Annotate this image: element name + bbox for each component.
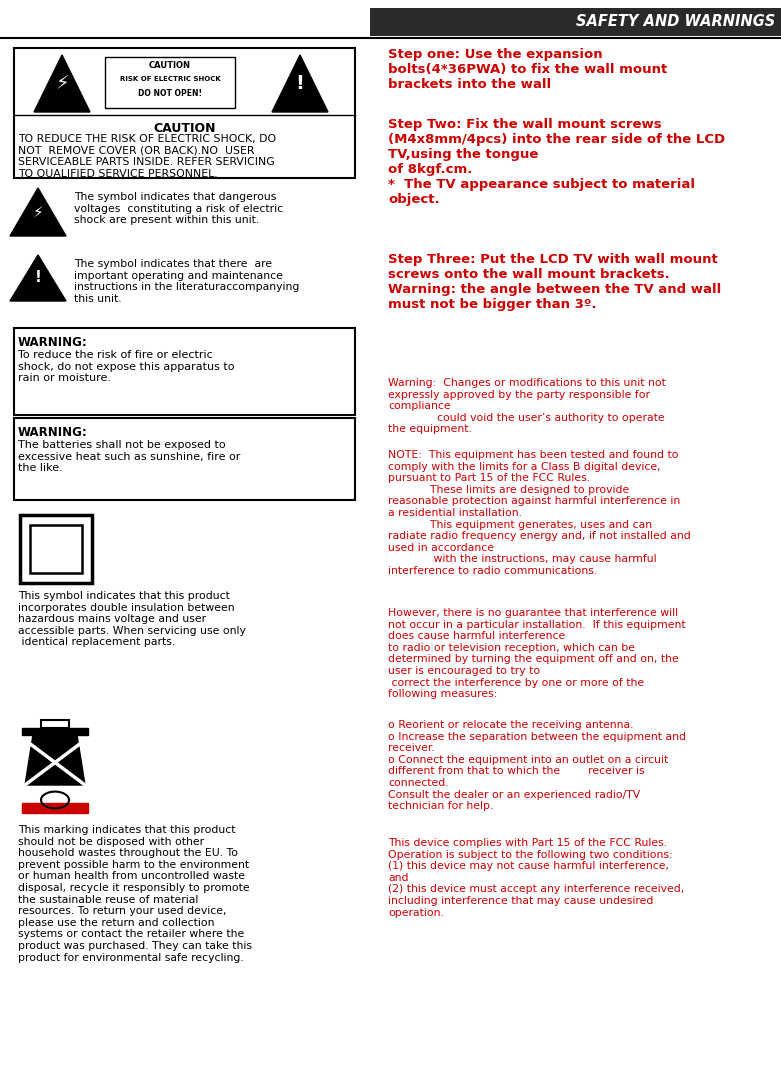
Polygon shape [272, 55, 328, 113]
Text: Warning:  Changes or modifications to this unit not
expressly approved by the pa: Warning: Changes or modifications to thi… [388, 378, 666, 434]
Text: WARNING:: WARNING: [18, 426, 87, 439]
Text: ⚡: ⚡ [33, 204, 44, 220]
Text: This marking indicates that this product
should not be disposed with other
house: This marking indicates that this product… [18, 824, 252, 963]
Bar [105, 57, 235, 108]
Polygon shape [10, 188, 66, 236]
Text: Step one: Use the expansion
bolts(4*36PWA) to fix the wall mount
brackets into t: Step one: Use the expansion bolts(4*36PW… [388, 48, 667, 91]
Polygon shape [10, 255, 66, 301]
Text: ⚡: ⚡ [55, 74, 69, 93]
Text: CAUTION: CAUTION [154, 122, 216, 135]
Bar [41, 720, 69, 728]
Text: DO NOT OPEN!: DO NOT OPEN! [138, 89, 202, 97]
Text: This device complies with Part 15 of the FCC Rules.
Operation is subject to the : This device complies with Part 15 of the… [388, 837, 684, 918]
Text: !: ! [295, 74, 305, 93]
Text: This symbol indicates that this product
incorporates double insulation between
h: This symbol indicates that this product … [18, 591, 246, 647]
Bar [30, 525, 82, 573]
Text: However, there is no guarantee that interference will
not occur in a particular : However, there is no guarantee that inte… [388, 608, 686, 699]
Text: CAUTION: CAUTION [149, 61, 191, 69]
Text: TO REDUCE THE RISK OF ELECTRIC SHOCK, DO
NOT  REMOVE COVER (OR BACK).NO  USER
SE: TO REDUCE THE RISK OF ELECTRIC SHOCK, DO… [18, 134, 276, 179]
Text: The symbol indicates that dangerous
voltages  constituting a risk of electric
sh: The symbol indicates that dangerous volt… [74, 192, 284, 225]
Text: NOTE:  This equipment has been tested and found to
comply with the limits for a : NOTE: This equipment has been tested and… [388, 450, 690, 576]
Bar [14, 48, 355, 179]
Bar [22, 803, 88, 813]
Text: Step Three: Put the LCD TV with wall mount
screws onto the wall mount brackets.
: Step Three: Put the LCD TV with wall mou… [388, 253, 721, 311]
Text: o Reorient or relocate the receiving antenna.
o Increase the separation between : o Reorient or relocate the receiving ant… [388, 720, 686, 812]
Text: The batteries shall not be exposed to
excessive heat such as sunshine, fire or
t: The batteries shall not be exposed to ex… [18, 440, 241, 473]
Bar [22, 728, 88, 735]
Text: WARNING:: WARNING: [18, 337, 87, 349]
Bar [14, 328, 355, 415]
Bar [20, 515, 92, 583]
Text: The symbol indicates that there  are
important operating and maintenance
instruc: The symbol indicates that there are impo… [74, 259, 299, 304]
Text: To reduce the risk of fire or electric
shock, do not expose this apparatus to
ra: To reduce the risk of fire or electric s… [18, 349, 234, 383]
Polygon shape [34, 55, 90, 113]
Bar [370, 8, 781, 36]
Text: RISK OF ELECTRIC SHOCK: RISK OF ELECTRIC SHOCK [119, 76, 220, 82]
Polygon shape [25, 735, 85, 786]
Text: !: ! [34, 270, 41, 286]
Text: Step Two: Fix the wall mount screws
(M4x8mm/4pcs) into the rear side of the LCD
: Step Two: Fix the wall mount screws (M4x… [388, 118, 725, 206]
Text: SAFETY AND WARNINGS: SAFETY AND WARNINGS [576, 14, 775, 29]
Bar [14, 418, 355, 500]
